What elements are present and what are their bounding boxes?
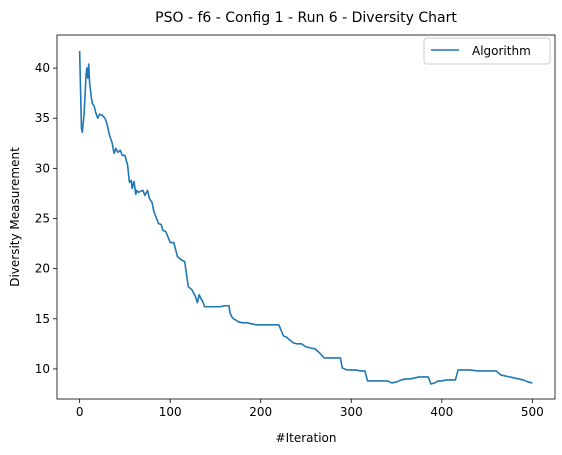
- series-line-algorithm: [78, 51, 533, 385]
- y-tick-label: 15: [35, 312, 50, 326]
- legend-label-algorithm: Algorithm: [472, 44, 531, 58]
- y-tick-label: 10: [35, 362, 50, 376]
- legend: Algorithm: [423, 37, 551, 65]
- y-tick-label: 25: [35, 212, 50, 226]
- x-tick-label: 100: [159, 405, 182, 419]
- y-tick-label: 30: [35, 161, 50, 175]
- x-tick-label: 200: [249, 405, 272, 419]
- plot-area: [56, 34, 556, 400]
- legend-box: [423, 37, 551, 65]
- x-tick-label: 300: [340, 405, 363, 419]
- y-axis-label: Diversity Measurement: [8, 147, 22, 287]
- y-axis-ticks: 10 15 20 25 30 35 40: [35, 61, 57, 376]
- plot-frame: [56, 34, 556, 400]
- x-tick-label: 500: [521, 405, 544, 419]
- x-tick-label: 400: [430, 405, 453, 419]
- chart-title: PSO - f6 - Config 1 - Run 6 - Diversity …: [155, 10, 457, 26]
- x-axis-label: #Iteration: [276, 431, 337, 445]
- x-tick-label: 0: [76, 405, 84, 419]
- y-tick-label: 35: [35, 111, 50, 125]
- y-tick-label: 20: [35, 262, 50, 276]
- x-axis-ticks: 0 100 200 300 400 500: [76, 399, 544, 419]
- y-tick-label: 40: [35, 61, 50, 75]
